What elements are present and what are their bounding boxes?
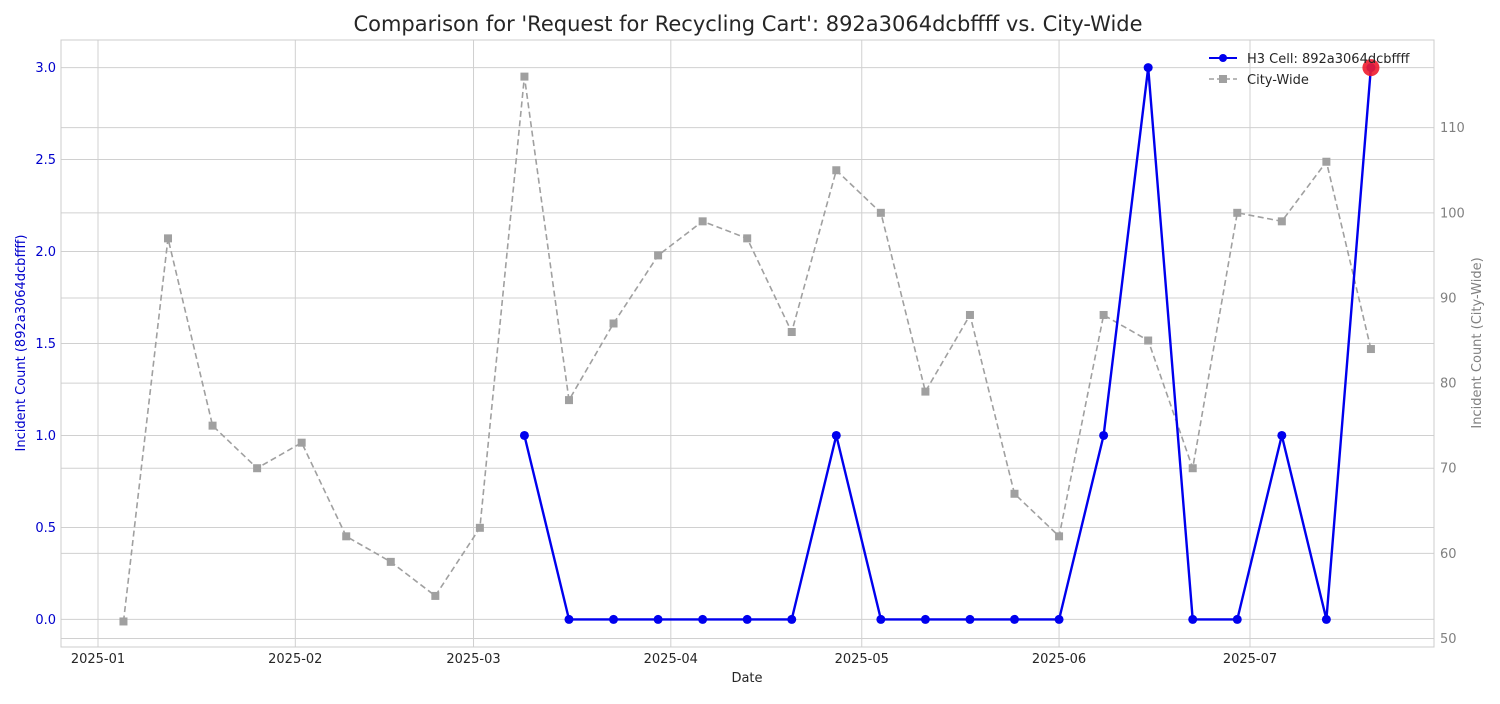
h3-cell-point [1099,430,1109,440]
h3-cell-point [1010,614,1020,624]
city-wide-point [965,310,974,319]
plot-area-frame [60,39,1435,648]
x-tick-label: 2025-01 [71,652,125,667]
city-wide-point [832,166,841,175]
h3-cell-point [831,430,841,440]
h3-cell-point [1188,614,1198,624]
legend: H3 Cell: 892a3064dcbffff City-Wide [1209,52,1410,88]
y-left-tick-label: 2.0 [35,245,56,260]
h3-cell-point [1143,63,1153,73]
city-wide-point [876,208,885,217]
x-axis-label: Date [731,671,762,686]
y-right-tick-label: 70 [1440,462,1457,477]
h3-cell-point [920,614,930,624]
chart-title: Comparison for 'Request for Recycling Ca… [353,12,1142,36]
y-right-tick-label: 110 [1440,121,1465,136]
city-wide-point [119,617,128,626]
city-wide-point [164,234,173,243]
x-tick-label: 2025-07 [1223,652,1277,667]
h3-cell-point [965,614,975,624]
city-wide-point [654,251,663,260]
y-axis-left-label: Incident Count (892a3064dcbffff) [14,235,29,452]
y-left-tick-label: 2.5 [35,153,56,168]
h3-cell-point [653,614,663,624]
y-right-tick-label: 100 [1440,206,1465,221]
y-right-tick-label: 90 [1440,291,1457,306]
y-right-tick-label: 50 [1440,632,1457,647]
y-right-tick-label: 80 [1440,377,1457,392]
city-wide-point [1055,532,1064,541]
city-wide-point [1366,345,1375,354]
city-wide-point [609,319,618,328]
city-wide-point [1144,336,1153,345]
legend-city-label: City-Wide [1247,73,1309,88]
city-wide-point [1233,208,1242,217]
h3-cell-point [609,614,619,624]
city-wide-point [386,557,395,566]
h3-cell-point [1054,614,1064,624]
city-wide-point [208,421,217,430]
y-left-tick-label: 3.0 [35,61,56,76]
y-left-tick-label: 0.0 [35,613,56,628]
city-wide-point [1277,217,1286,226]
h3-cell-point [1277,430,1287,440]
city-wide-point [698,217,707,226]
highlight-point [1362,59,1380,77]
city-wide-point [921,387,930,396]
h3-cell-point [742,614,752,624]
city-wide-point [743,234,752,243]
city-wide-point [1010,489,1019,498]
city-wide-point [475,523,484,532]
y-right-tick-label: 60 [1440,547,1457,562]
h3-cell-point [519,430,529,440]
y-axis-right-label: Incident Count (City-Wide) [1470,257,1485,428]
y-left-tick-label: 1.0 [35,429,56,444]
h3-cell-point [1321,614,1331,624]
h3-cell-point [564,614,574,624]
city-wide-point [787,328,796,337]
city-wide-point [520,72,529,81]
y-left-tick-label: 0.5 [35,521,56,536]
h3-cell-point [876,614,886,624]
x-tick-label: 2025-03 [446,652,500,667]
city-wide-point [1322,157,1331,166]
legend-cell-label: H3 Cell: 892a3064dcbffff [1247,52,1410,67]
city-wide-point [342,532,351,541]
city-wide-point [253,464,262,473]
x-tick-label: 2025-05 [835,652,889,667]
legend-cell-marker [1219,54,1227,62]
h3-cell-point [698,614,708,624]
x-tick-label: 2025-04 [644,652,698,667]
h3-cell-point [787,614,797,624]
x-tick-label: 2025-02 [268,652,322,667]
city-wide-point [431,591,440,600]
city-wide-point [1188,464,1197,473]
legend-city-marker [1219,75,1227,83]
y-left-tick-label: 1.5 [35,337,56,352]
h3-cell-point [1232,614,1242,624]
x-tick-label: 2025-06 [1032,652,1086,667]
city-wide-point [1099,310,1108,319]
h3-cell-line [523,66,1373,621]
city-wide-point [564,396,573,405]
city-wide-point [297,438,306,447]
